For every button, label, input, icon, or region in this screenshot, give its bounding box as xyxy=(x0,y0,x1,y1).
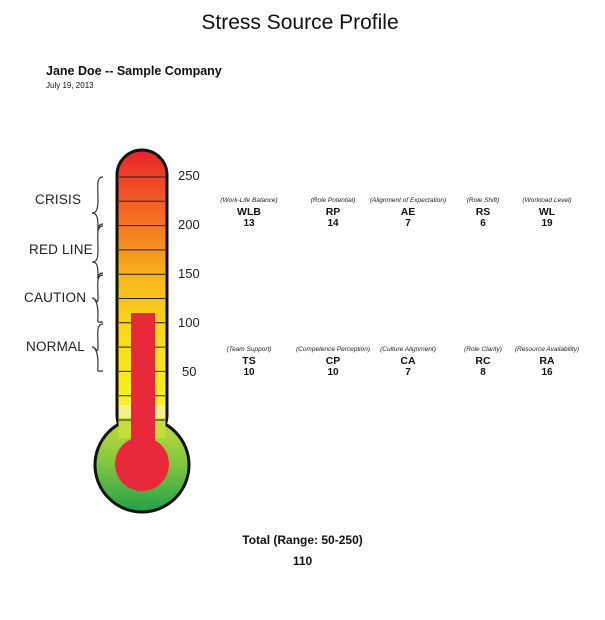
metric-description: (Competence Perception) xyxy=(295,346,371,353)
metric-description: (Role Shift) xyxy=(466,197,500,204)
report-date: July 19, 2013 xyxy=(46,81,94,90)
metric-abbreviation: TS xyxy=(242,355,256,367)
metric-description: (Work-Life Balance) xyxy=(220,197,278,204)
metric-abbreviation: WLB xyxy=(237,206,261,218)
brace-normal xyxy=(91,323,104,372)
metric-ca: (Culture Alignment) CA 7 xyxy=(365,346,451,378)
metric-score: 7 xyxy=(405,218,411,229)
metric-rc: (Role Clarity) RC 8 xyxy=(440,346,526,378)
total-label: Total (Range: 50-250) xyxy=(242,533,363,547)
brace-crisis xyxy=(91,176,104,231)
metric-wl: (Workload Level) WL 19 xyxy=(504,197,590,229)
metric-wlb: (Work-Life Balance) WLB 13 xyxy=(206,197,292,229)
metric-description: (Team Support) xyxy=(226,346,272,353)
metric-score: 14 xyxy=(327,218,339,229)
metric-rs: (Role Shift) RS 6 xyxy=(440,197,526,229)
zone-label-redline: RED LINE xyxy=(29,242,93,257)
metric-rp: (Role Potential) RP 14 xyxy=(290,197,376,229)
tick-label: 50 xyxy=(182,364,197,379)
metric-score: 10 xyxy=(243,367,255,378)
zone-label-normal: NORMAL xyxy=(26,339,85,354)
metric-score: 8 xyxy=(480,367,486,378)
metric-score: 7 xyxy=(405,367,411,378)
metric-score: 6 xyxy=(480,218,486,229)
tick-label: 200 xyxy=(178,217,200,232)
metric-abbreviation: RS xyxy=(475,206,491,218)
tick-label: 250 xyxy=(178,168,200,183)
metric-ra: (Resource Availability) RA 16 xyxy=(504,346,590,378)
metric-score: 19 xyxy=(541,218,553,229)
metric-description: (Culture Alignment) xyxy=(380,346,436,353)
brace-caution xyxy=(91,274,104,323)
metric-ae: (Alignment of Expectation) AE 7 xyxy=(365,197,451,229)
metric-cp: (Competence Perception) CP 10 xyxy=(290,346,376,378)
zone-label-caution: CAUTION xyxy=(24,290,87,305)
total-value: 110 xyxy=(292,554,313,568)
metric-ts: (Team Support) TS 10 xyxy=(206,346,292,378)
metric-abbreviation: RP xyxy=(325,206,341,218)
metric-description: (Resource Availability) xyxy=(514,346,580,353)
tick-label: 150 xyxy=(178,266,200,281)
metric-abbreviation: AE xyxy=(400,206,416,218)
brace-redline xyxy=(91,225,104,279)
metric-score: 16 xyxy=(541,367,553,378)
metric-description: (Workload Level) xyxy=(522,197,572,204)
report-title: Stress Source Profile xyxy=(201,11,399,34)
metric-abbreviation: RA xyxy=(539,355,555,367)
mercury-bulb xyxy=(115,437,169,491)
metric-abbreviation: CP xyxy=(325,355,341,367)
metric-score: 13 xyxy=(243,218,255,229)
metric-score: 10 xyxy=(327,367,339,378)
metric-abbreviation: RC xyxy=(475,355,491,367)
metric-description: (Role Clarity) xyxy=(464,346,502,353)
metric-description: (Alignment of Expectation) xyxy=(369,197,447,204)
zone-label-crisis: CRISIS xyxy=(35,192,82,207)
metric-abbreviation: WL xyxy=(538,206,556,218)
tick-label: 100 xyxy=(178,315,200,330)
person-name: Jane Doe -- Sample Company xyxy=(46,64,222,78)
metric-abbreviation: CA xyxy=(400,355,416,367)
metric-description: (Role Potential) xyxy=(310,197,356,204)
